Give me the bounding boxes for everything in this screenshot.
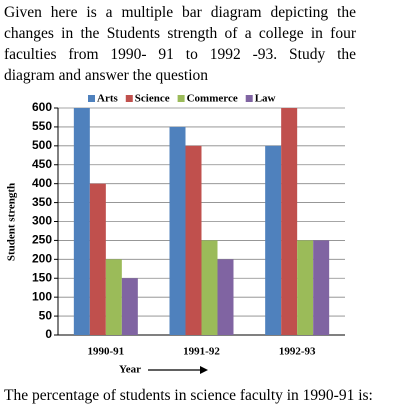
legend-label: Commerce	[187, 93, 238, 105]
bar	[73, 108, 90, 335]
x-tick-label: 1992-93	[279, 346, 316, 358]
bar	[121, 278, 138, 335]
bar	[201, 240, 218, 335]
y-tick-label: 500	[32, 138, 52, 152]
legend-label: Law	[255, 93, 276, 105]
y-tick-label: 200	[32, 252, 52, 266]
legend-label: Arts	[97, 93, 118, 105]
intro: Given here is a multiple bar diagram dep…	[4, 2, 356, 86]
x-arrow-head	[200, 366, 208, 374]
intro-line: diagram and answer the question	[4, 67, 209, 84]
legend-swatch	[125, 95, 133, 102]
bar	[281, 108, 298, 335]
y-tick-label: 400	[32, 176, 52, 190]
y-tick-label: 250	[32, 233, 52, 247]
x-tick-label: 1990-91	[87, 346, 124, 358]
legend-swatch	[245, 95, 253, 102]
question: The percentage of students in science fa…	[4, 387, 373, 404]
bar	[297, 240, 314, 335]
bar	[89, 183, 106, 335]
y-tick-label: 0	[45, 327, 52, 341]
bar	[217, 259, 234, 335]
y-tick-label: 300	[32, 214, 52, 228]
y-tick-label: 50	[39, 308, 53, 322]
intro-line: faculties from 1990- 91 to 1992 -93. Stu…	[4, 46, 356, 63]
y-tick-label: 350	[32, 195, 52, 209]
legend-label: Science	[135, 93, 170, 105]
bar	[169, 126, 186, 336]
y-axis-label: Student strength	[6, 183, 18, 261]
y-tick-label: 600	[32, 100, 52, 114]
x-axis-label: Year	[119, 364, 141, 376]
intro-line: Given here is a multiple bar diagram dep…	[4, 4, 356, 21]
bar	[105, 259, 122, 335]
chart: Student strength Year 0 50 100 150 200 250 300…	[6, 93, 345, 376]
legend-swatch	[177, 95, 185, 102]
bar	[313, 240, 330, 335]
legend-swatch	[88, 95, 95, 102]
y-tick-label: 550	[32, 119, 52, 133]
intro-line: changes in the Students strength of a co…	[4, 25, 356, 42]
x-tick-label: 1991-92	[183, 346, 220, 358]
bar	[185, 145, 202, 335]
y-tick-label: 450	[32, 157, 52, 171]
bar	[265, 145, 282, 335]
y-tick-label: 100	[32, 289, 52, 303]
y-tick-label: 150	[32, 270, 52, 284]
